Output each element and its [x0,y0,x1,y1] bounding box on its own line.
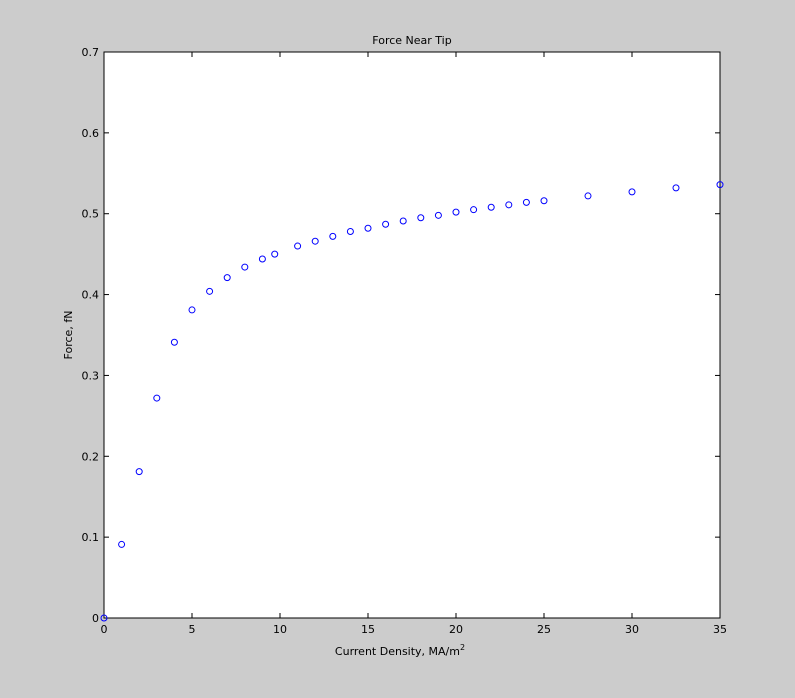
data-point [188,306,196,314]
data-point [505,201,513,209]
y-tick-label: 0.3 [82,369,100,382]
x-axis-label-exponent: 2 [460,643,465,652]
data-point [522,198,530,206]
x-tick-label: 5 [189,623,196,636]
data-point [170,338,178,346]
x-axis-label: Current Density, MA/m2 [335,643,465,658]
data-point [271,250,279,258]
y-tick-label: 0.5 [82,208,100,221]
data-point [399,217,407,225]
x-tick-label: 30 [625,623,639,636]
data-point [540,197,548,205]
chart-title: Force Near Tip [372,34,451,47]
data-point [452,208,460,216]
data-point [241,263,249,271]
data-point [346,228,354,236]
data-point [329,232,337,240]
x-tick-label: 0 [101,623,108,636]
data-point [672,184,680,192]
data-point [100,614,108,622]
axes-area [104,52,720,618]
data-point [206,287,214,295]
x-axis-ticks: 0 5 10 15 20 25 30 35 [101,52,727,636]
y-axis-ticks: 0 0.1 0.2 0.3 0.4 0.5 0.6 0.7 [82,46,720,625]
data-point [364,224,372,232]
data-point [470,206,478,214]
data-point [434,211,442,219]
y-tick-label: 0.2 [82,450,100,463]
x-axis-label-text: Current Density, MA/m [335,645,460,658]
data-point [258,255,266,263]
y-axis-label: Force, fN [62,311,75,360]
y-tick-label: 0.6 [82,127,100,140]
x-tick-label: 25 [537,623,551,636]
y-tick-label: 0.4 [82,289,100,302]
data-point [153,394,161,402]
data-point [382,220,390,228]
x-tick-label: 20 [449,623,463,636]
x-tick-label: 10 [273,623,287,636]
y-tick-label: 0.1 [82,531,100,544]
data-point [487,203,495,211]
data-point [417,214,425,222]
axes-frame [103,51,721,619]
x-tick-label: 15 [361,623,375,636]
data-series [100,181,724,622]
data-point [584,192,592,200]
data-point [223,274,231,282]
data-point [118,540,126,548]
x-tick-label: 35 [713,623,727,636]
data-point [311,237,319,245]
y-tick-label: 0.7 [82,46,100,59]
y-tick-label: 0 [92,612,99,625]
data-point [135,468,143,476]
data-point [294,242,302,250]
data-point [628,188,636,196]
data-point [716,181,724,189]
